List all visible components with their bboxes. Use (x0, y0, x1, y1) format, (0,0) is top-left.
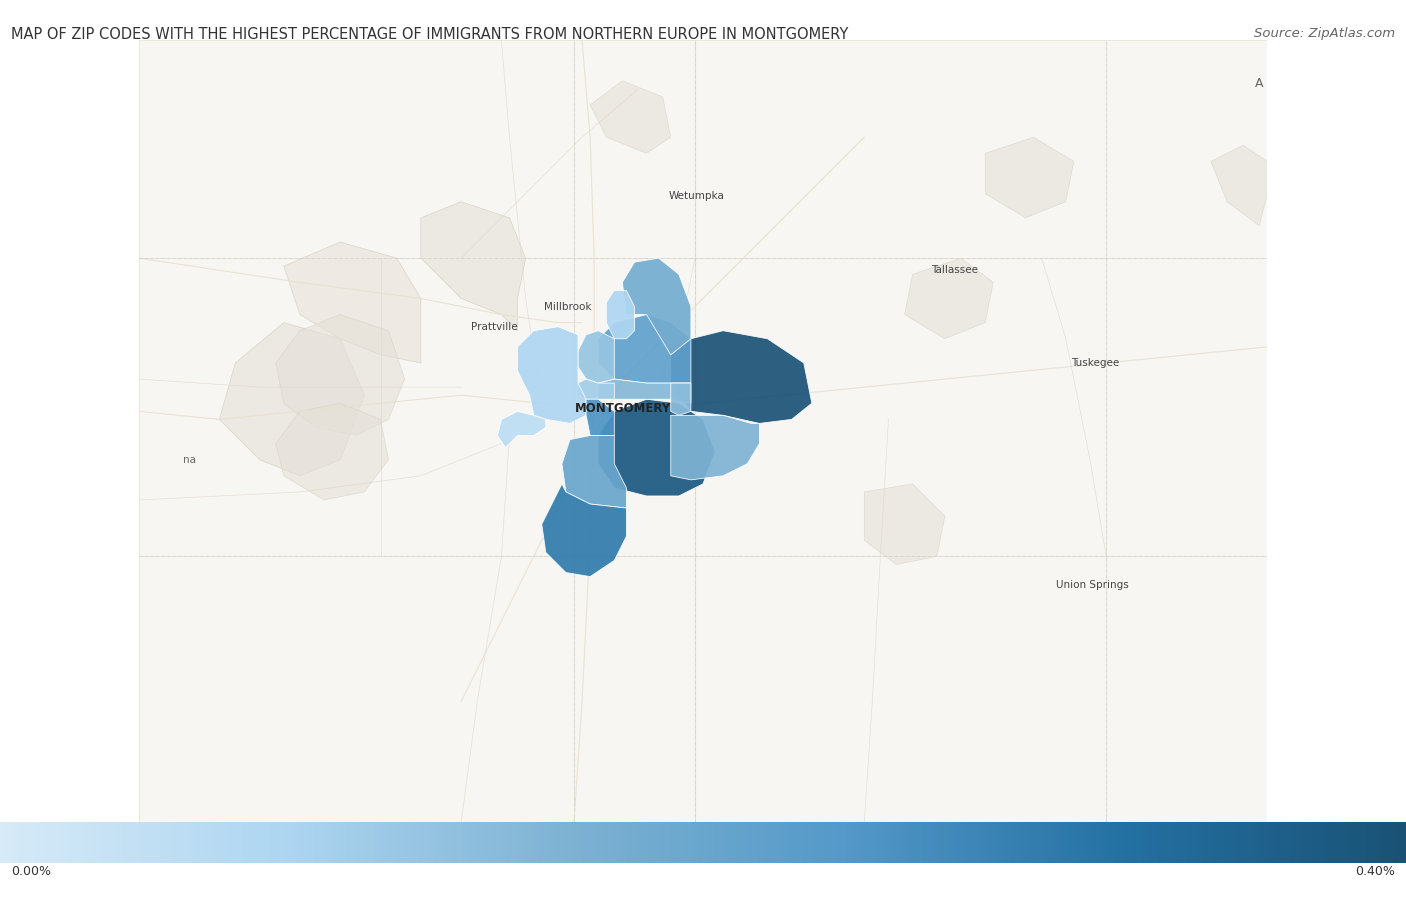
Polygon shape (865, 484, 945, 565)
Text: MAP OF ZIP CODES WITH THE HIGHEST PERCENTAGE OF IMMIGRANTS FROM NORTHERN EUROPE : MAP OF ZIP CODES WITH THE HIGHEST PERCEN… (11, 27, 849, 42)
Polygon shape (276, 315, 405, 435)
Polygon shape (139, 40, 574, 258)
Text: Millbrook: Millbrook (544, 302, 592, 312)
Polygon shape (695, 258, 1107, 556)
Text: Wetumpka: Wetumpka (669, 191, 724, 201)
Text: A: A (1256, 76, 1264, 90)
Text: MONTGOMERY: MONTGOMERY (575, 403, 671, 415)
Polygon shape (1107, 258, 1267, 556)
Polygon shape (517, 326, 586, 423)
Text: Tuskegee: Tuskegee (1071, 358, 1119, 368)
Text: Tallassee: Tallassee (931, 265, 979, 275)
Polygon shape (276, 404, 388, 500)
Polygon shape (574, 258, 695, 556)
Text: Union Springs: Union Springs (1056, 580, 1129, 590)
Polygon shape (1211, 146, 1267, 226)
Polygon shape (1107, 556, 1267, 823)
Polygon shape (586, 399, 614, 435)
Polygon shape (498, 412, 546, 448)
Polygon shape (591, 81, 671, 154)
Text: 0.00%: 0.00% (11, 865, 51, 877)
Polygon shape (598, 315, 690, 383)
Text: na: na (183, 455, 195, 465)
Text: 0.40%: 0.40% (1355, 865, 1395, 877)
Polygon shape (574, 40, 695, 258)
Polygon shape (671, 331, 811, 423)
Polygon shape (578, 379, 614, 399)
Polygon shape (986, 138, 1074, 218)
Polygon shape (574, 556, 695, 823)
Polygon shape (671, 383, 690, 415)
Polygon shape (420, 201, 526, 331)
Polygon shape (904, 258, 993, 339)
Polygon shape (139, 556, 574, 823)
Polygon shape (606, 290, 634, 339)
Polygon shape (671, 415, 759, 480)
Polygon shape (284, 242, 420, 363)
Text: Prattville: Prattville (471, 323, 517, 333)
Polygon shape (578, 331, 614, 383)
Polygon shape (598, 379, 690, 404)
Polygon shape (1107, 40, 1267, 258)
Polygon shape (541, 484, 627, 576)
Polygon shape (623, 258, 690, 355)
Polygon shape (598, 399, 716, 496)
Polygon shape (139, 258, 574, 556)
Polygon shape (219, 323, 364, 476)
Polygon shape (695, 556, 1107, 823)
Polygon shape (695, 40, 1107, 258)
Polygon shape (562, 435, 627, 508)
Text: Source: ZipAtlas.com: Source: ZipAtlas.com (1254, 27, 1395, 40)
